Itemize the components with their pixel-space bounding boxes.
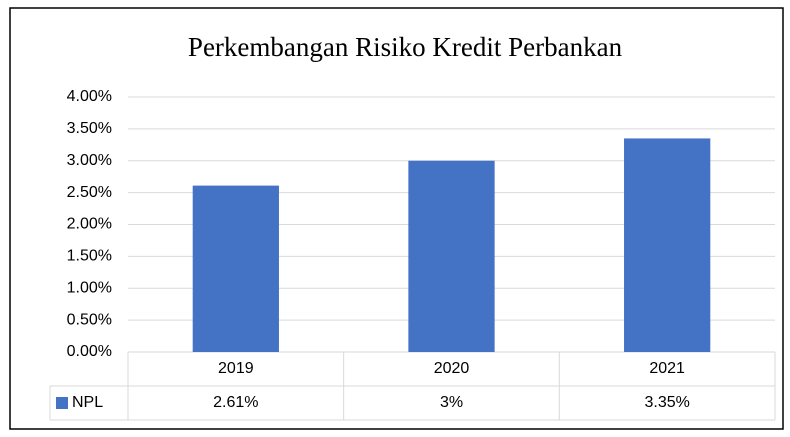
x-tick-label: 2019 <box>218 360 254 377</box>
bar <box>408 160 495 352</box>
legend-label: NPL <box>72 394 103 411</box>
y-tick-label: 1.00% <box>67 279 112 296</box>
bar <box>624 138 711 352</box>
table-value: 3.35% <box>644 394 689 411</box>
y-tick-label: 1.50% <box>67 248 112 265</box>
legend-key <box>56 397 68 409</box>
y-tick-label: 2.00% <box>67 216 112 233</box>
table-value: 2.61% <box>213 394 258 411</box>
table-value: 3% <box>440 394 463 411</box>
y-tick-label: 4.00% <box>67 88 112 105</box>
y-tick-label: 3.00% <box>67 152 112 169</box>
y-tick-label: 0.00% <box>67 343 112 360</box>
y-tick-label: 2.50% <box>67 184 112 201</box>
y-tick-label: 3.50% <box>67 120 112 137</box>
bar <box>192 185 279 352</box>
y-tick-label: 0.50% <box>67 311 112 328</box>
chart-title: Perkembangan Risiko Kredit Perbankan <box>188 32 623 62</box>
x-tick-label: 2021 <box>649 360 685 377</box>
x-tick-label: 2020 <box>434 360 470 377</box>
